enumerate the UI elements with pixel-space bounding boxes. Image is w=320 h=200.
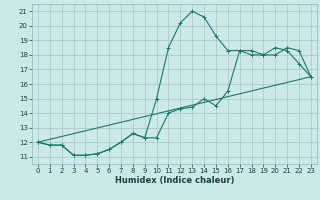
X-axis label: Humidex (Indice chaleur): Humidex (Indice chaleur)	[115, 176, 234, 185]
